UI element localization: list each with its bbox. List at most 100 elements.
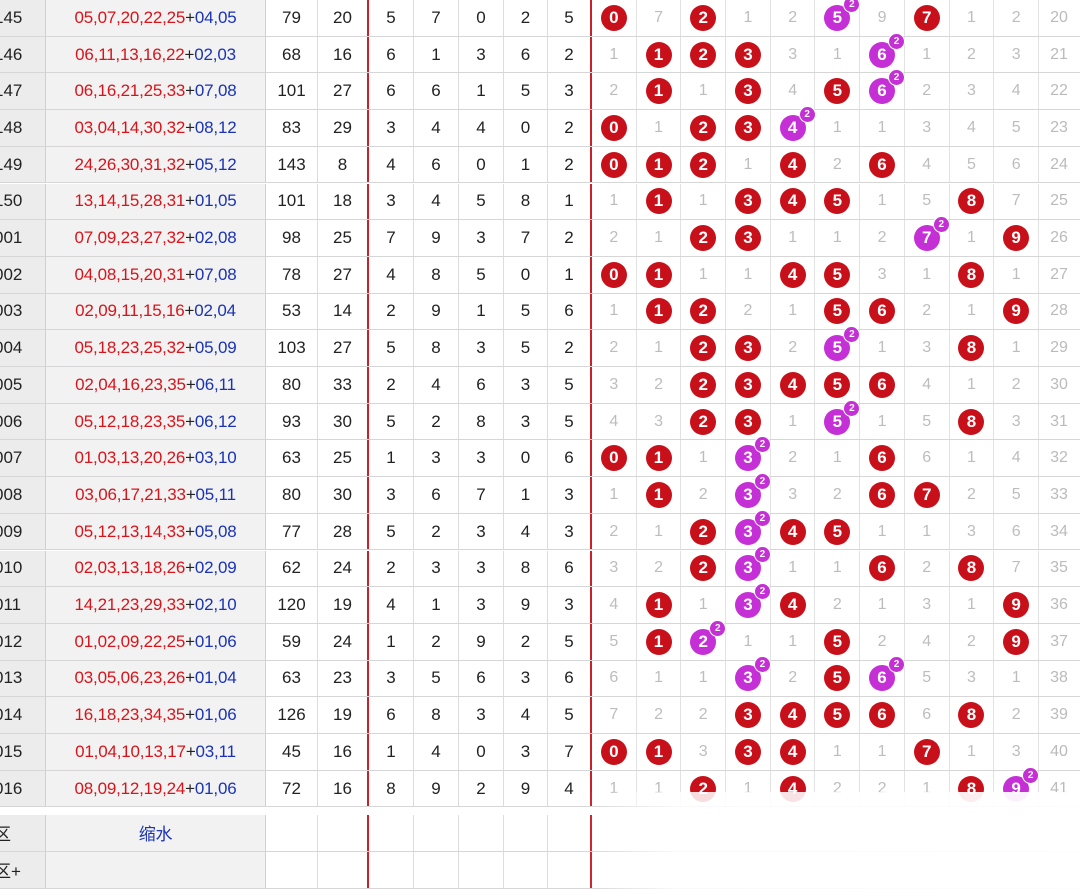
- plus-separator: +: [185, 705, 195, 725]
- hit-ball: 8: [958, 261, 985, 288]
- draw-numbers: 05,12,13,14,33 +05,08: [46, 513, 266, 550]
- span-value: 25: [318, 440, 369, 477]
- draw-numbers: 05,07,20,22,25 +04,05: [46, 0, 266, 36]
- table-row[interactable]: 00204,08,15,20,31+07,0878274850101114531…: [0, 256, 1080, 294]
- omission-value: 29: [1050, 339, 1068, 357]
- zone-cell: 4: [592, 403, 637, 440]
- table-row[interactable]: 14505,07,20,22,25+04,0579205702507212529…: [0, 0, 1080, 37]
- hit-ball: 9: [1003, 225, 1030, 252]
- table-row[interactable]: 14606,11,13,16,22+02,0368166136211233162…: [0, 32, 1080, 74]
- digit-1: 1: [369, 440, 414, 477]
- period-number: 014: [0, 697, 46, 733]
- hit-ball: 1: [645, 188, 672, 215]
- table-row[interactable]: 01501,04,10,13,17+03,1145161403701334117…: [0, 734, 1080, 771]
- table-row[interactable]: 14803,04,14,30,32+08,1283293440201234211…: [0, 105, 1080, 147]
- table-row[interactable]: 01002,03,13,18,26+02,0962242338632232116…: [0, 546, 1080, 588]
- zone-cell: 1: [950, 440, 995, 477]
- hit-ball: 1: [645, 151, 672, 178]
- sum-value: 143: [266, 146, 318, 183]
- empty-cell: [414, 815, 459, 851]
- hit-ball: 4: [779, 261, 806, 288]
- zone-cell: 2: [905, 293, 950, 330]
- table-row[interactable]: 00107,09,23,27,32+02,0898257937221231127…: [0, 216, 1080, 257]
- zone-cell: 2: [994, 367, 1039, 403]
- period-number: 145: [0, 0, 46, 36]
- plus-separator: +: [184, 301, 195, 321]
- digit-2: 4: [414, 183, 459, 220]
- plus-separator: +: [185, 521, 195, 541]
- table-row[interactable]: 00605,12,18,23,35+06,1293305283543231521…: [0, 399, 1080, 441]
- zone-cell: 9: [994, 587, 1039, 623]
- draw-numbers: 02,09,11,15,16 +02,04: [46, 293, 266, 330]
- digit-5: 6: [548, 440, 592, 477]
- digit-1: 5: [369, 403, 414, 440]
- table-row[interactable]: 01201,02,09,22,25+01,0659241292551221152…: [0, 619, 1080, 661]
- red-numbers: 08,09,12,19,24: [74, 778, 186, 798]
- omission-value: 25: [1050, 192, 1068, 210]
- zone-cell: 1: [860, 183, 905, 220]
- hit-ball: 2: [690, 335, 717, 362]
- table-row[interactable]: 01114,21,23,29,33+02,1012019413934113242…: [0, 583, 1080, 624]
- zone-cell: 2: [637, 367, 682, 403]
- table-row[interactable]: 00502,04,16,23,35+06,1180332463532234564…: [0, 367, 1080, 404]
- zone-cell: 1: [905, 513, 950, 550]
- zone-cell: 2: [637, 550, 682, 587]
- hit-ball: 1: [645, 78, 672, 105]
- digit-4: 9: [504, 770, 548, 807]
- hit-ball: 6: [869, 555, 896, 582]
- zone-cell: 6: [994, 513, 1039, 550]
- zone-cell: 1: [816, 220, 861, 256]
- digit-3: 3: [459, 440, 504, 477]
- table-row[interactable]: 00405,18,23,25,32+05,0910327583522123252…: [0, 326, 1080, 367]
- zone-cell: 5: [994, 110, 1039, 146]
- table-row[interactable]: 01303,05,06,23,26+01,0463233563661132256…: [0, 656, 1080, 698]
- table-row[interactable]: 01416,18,23,34,35+01,0612619683457223456…: [0, 697, 1080, 734]
- footer-label: 区: [0, 815, 46, 851]
- table-row[interactable]: 15013,14,15,28,31+01,0510118345811113451…: [0, 183, 1080, 221]
- table-row[interactable]: 14706,16,21,25,33+07,0810127661532113456…: [0, 69, 1080, 111]
- digit-5: 7: [548, 734, 592, 770]
- hit-ball: 8: [958, 702, 985, 729]
- digit-2: 4: [414, 734, 459, 770]
- zone-cell: 9: [994, 220, 1039, 256]
- red-numbers: 07,09,23,27,32: [74, 228, 186, 248]
- zone-cell: 4: [994, 440, 1039, 477]
- zone-cell: 3: [592, 550, 637, 587]
- digit-4: 8: [504, 550, 548, 587]
- table-row[interactable]: 00803,06,17,21,33+05,1180303671311232326…: [0, 472, 1080, 514]
- footer-label: 区+: [0, 852, 46, 888]
- plus-separator: +: [185, 264, 195, 284]
- table-row[interactable]: 00905,12,13,14,33+05,0877285234321232451…: [0, 509, 1080, 551]
- zone-cell: 5: [816, 293, 861, 330]
- zone-cell: 1: [771, 623, 816, 660]
- hit-ball: 4: [779, 371, 806, 398]
- shrink-filter-button[interactable]: 缩水: [46, 815, 266, 851]
- zone-cell: 8: [950, 550, 995, 587]
- table-row[interactable]: 00302,09,11,15,16+02,0453142915611221562…: [0, 293, 1080, 331]
- zone-cell: 2: [592, 73, 637, 110]
- plus-separator: +: [185, 338, 195, 358]
- draw-numbers: 06,11,13,16,22 +02,03: [46, 36, 266, 73]
- zone-cell: 4: [905, 367, 950, 403]
- zone-cell: 1: [637, 330, 682, 366]
- zone-cell: 5: [816, 183, 861, 220]
- table-row[interactable]: 14924,26,30,31,32+05,1214384601201214264…: [0, 146, 1080, 184]
- digit-4: 1: [504, 477, 548, 513]
- hit-ball: 0: [600, 738, 627, 765]
- blue-numbers: 02,09: [194, 558, 237, 578]
- draw-numbers: 01,02,09,22,25 +01,06: [46, 623, 266, 660]
- zone-cell: 2: [905, 550, 950, 587]
- period-number: 150: [0, 183, 46, 220]
- period-number: 007: [0, 440, 46, 477]
- hit-ball: 3: [734, 188, 761, 215]
- zone-cell: 1: [950, 293, 995, 330]
- table-row[interactable]: 00701,03,13,20,26+03,1063251330601132216…: [0, 436, 1080, 478]
- hit-ball: 6: [869, 298, 896, 325]
